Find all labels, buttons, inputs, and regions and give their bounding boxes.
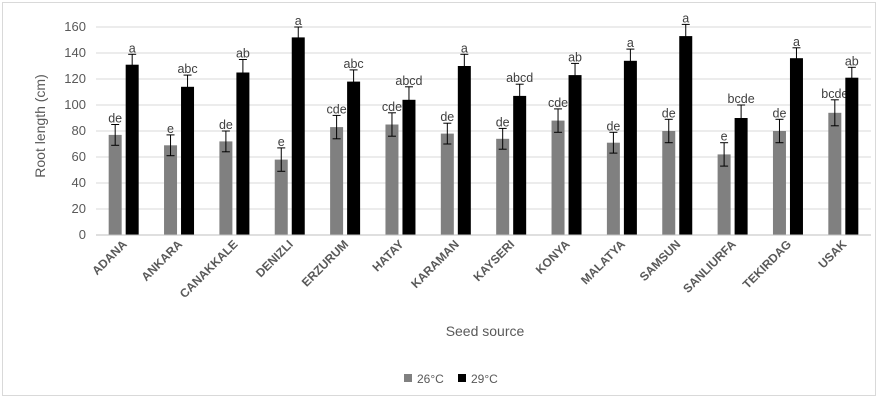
y-tick-label: 140 (64, 45, 86, 60)
x-tick-label: KONYA (533, 237, 573, 277)
x-tick-label: ERZURUM (299, 237, 351, 289)
significance-label: abcd (395, 74, 422, 88)
significance-label: abc (344, 57, 364, 71)
significance-label: bcde (821, 87, 848, 101)
significance-label: cde (327, 102, 347, 116)
significance-label: e (278, 135, 285, 149)
bar-26c (772, 131, 786, 235)
bar-26c (274, 159, 288, 235)
bars: deaeabcdeabeacdeabccdeabcddeadeabcdcdeab… (108, 11, 859, 236)
bar-26c (440, 133, 454, 235)
significance-label: de (662, 106, 676, 120)
significance-label: de (773, 106, 787, 120)
significance-label: de (440, 110, 454, 124)
significance-label: de (606, 119, 620, 133)
y-tick-label: 100 (64, 97, 86, 112)
chart-frame: 0 20 40 60 80 100 120 140 160 de a e abc de ab e a cde ab… (2, 2, 876, 396)
bar-26c (606, 142, 620, 235)
bar-26c (330, 127, 344, 235)
bar-29c (568, 75, 582, 235)
y-tick-label: 20 (72, 201, 86, 216)
y-axis-ticks: 0 20 40 60 80 100 120 140 160 (64, 19, 86, 242)
y-tick-label: 0 (79, 227, 86, 242)
significance-label: a (682, 11, 689, 25)
x-tick-label: KAYSERI (470, 237, 517, 284)
y-tick-label: 60 (72, 149, 86, 164)
significance-label: ab (845, 54, 859, 68)
bar-26c (551, 120, 565, 235)
y-tick-label: 120 (64, 71, 86, 86)
bar-26c (385, 124, 399, 235)
bar-29c (236, 72, 250, 235)
bar-29c (789, 58, 803, 236)
significance-label: de (496, 115, 510, 129)
significance-label: abcd (506, 71, 533, 85)
y-tick-label: 80 (72, 123, 86, 138)
significance-label: e (167, 122, 174, 136)
gridlines (96, 26, 871, 210)
significance-label: cde (548, 96, 568, 110)
significance-label: a (627, 36, 634, 50)
bar-29c (513, 95, 527, 236)
x-axis-title: Seed source (446, 323, 525, 339)
bar-26c (219, 141, 233, 235)
legend-swatch-26c (404, 374, 412, 382)
bar-29c (457, 66, 471, 235)
x-tick-label: CANAKKALE (177, 237, 241, 301)
bar-26c (717, 154, 731, 235)
bar-26c (108, 134, 122, 235)
bar-29c (402, 99, 416, 235)
legend-swatch-29c (458, 374, 466, 382)
x-tick-label: USAK (815, 237, 849, 271)
x-tick-label: DENIZLI (253, 237, 296, 280)
significance-label: abc (177, 62, 197, 76)
significance-label: a (461, 41, 468, 55)
significance-label: ab (236, 47, 250, 61)
bar-29c (679, 36, 693, 235)
legend-label-26c: 26°C (417, 372, 444, 386)
bar-29c (347, 81, 361, 235)
significance-label: ab (568, 50, 582, 64)
significance-label: a (295, 14, 302, 28)
significance-label: bcde (728, 92, 755, 106)
significance-label: a (129, 41, 136, 55)
x-tick-label: ANKARA (138, 237, 185, 284)
bar-26c (164, 145, 178, 235)
x-tick-label: MALATYA (578, 237, 628, 287)
bar-26c (828, 112, 842, 235)
x-tick-label: SAMSUN (637, 237, 684, 284)
x-tick-label: TEKIRDAG (740, 237, 794, 291)
legend-label-29c: 29°C (471, 372, 498, 386)
bar-29c (734, 118, 748, 235)
bar-29c (623, 60, 637, 235)
y-axis-title: Root length (cm) (32, 74, 48, 177)
y-tick-label: 160 (64, 19, 86, 34)
bar-29c (845, 77, 859, 235)
significance-label: de (108, 112, 122, 126)
bar-29c (291, 37, 305, 236)
legend: 26°C 29°C (404, 372, 498, 386)
x-tick-label: KARAMAN (408, 237, 462, 291)
bar-29c (125, 64, 139, 235)
bar-29c (181, 86, 195, 235)
y-tick-label: 40 (72, 175, 86, 190)
bar-26c (496, 138, 510, 235)
x-tick-label: HATAY (369, 237, 406, 274)
significance-label: e (721, 130, 728, 144)
significance-label: de (219, 118, 233, 132)
significance-label: cde (382, 100, 402, 114)
bar-26c (662, 131, 676, 235)
significance-label: a (793, 35, 800, 49)
x-tick-label: SANLIURFA (680, 237, 739, 296)
x-tick-label: ADANA (89, 237, 130, 278)
